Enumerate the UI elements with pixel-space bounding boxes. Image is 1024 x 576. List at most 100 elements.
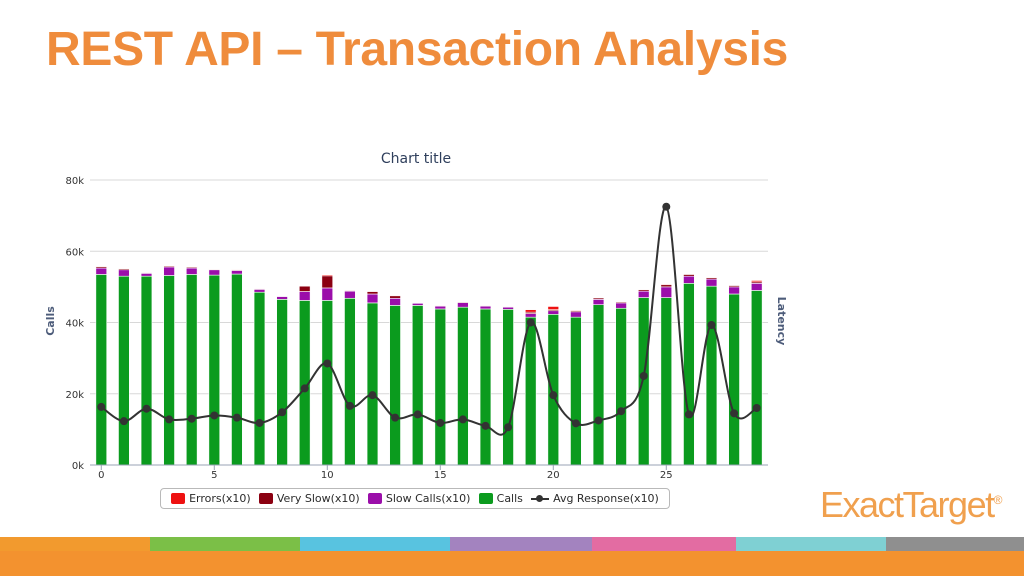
y-tick-label: 20k [65,390,84,401]
stripe-segment [150,537,300,551]
bar-segment [321,274,334,277]
avg-response-point [165,415,174,424]
bar-segment [434,305,447,310]
bar-segment [683,275,695,284]
avg-response-series [97,202,761,436]
bar-segment [298,291,311,301]
legend-avg-response-label: Avg Response(x10) [553,492,659,505]
stripe-segment [736,537,886,551]
bar-segment [479,308,492,466]
y-tick-label: 80k [65,176,84,187]
legend-avg-response[interactable]: Avg Response(x10) [531,492,659,505]
legend-slow-calls[interactable]: Slow Calls(x10) [367,492,471,505]
bar-segment [434,308,447,466]
bar-segment [660,286,673,298]
legend-slow-calls-swatch [367,493,382,504]
bar-segment [321,287,334,301]
legend-very-slow-label: Very Slow(x10) [276,492,360,505]
avg-response-point [526,318,535,327]
stripe-segment [0,537,150,551]
legend-very-slow-swatch [258,493,273,504]
avg-response-point [662,202,671,211]
avg-response-point [278,408,287,417]
y-tick-label: 40k [65,319,84,330]
avg-response-point [571,419,580,428]
chart-title: Chart title [381,151,451,167]
y-axis-ticks: 0k 20k 40k 60k 80k [65,176,84,472]
gridlines [90,179,768,395]
bar-segment [185,267,198,275]
bar-segment [140,275,153,466]
legend-errors-label: Errors(x10) [189,492,251,505]
bar-segment [570,311,582,318]
y-tick-label: 0k [72,461,84,472]
avg-response-point [707,320,716,329]
y-axis-title: Calls [44,306,57,336]
bar-segment [728,293,740,466]
x-tick-label: 5 [211,470,217,481]
bar-segment [502,309,514,466]
bar-segment [411,302,424,306]
bar-segment [660,284,673,288]
bar-segment [231,273,243,466]
legend-calls[interactable]: Calls [478,492,523,505]
x-tick-label: 0 [98,470,104,481]
avg-response-point [300,384,309,393]
stripe-segment [886,537,1024,551]
bar-segment [253,289,266,293]
bar-segment [366,293,379,304]
legend-errors-swatch [171,493,186,504]
bar-segment [592,304,605,466]
avg-response-point [639,371,648,380]
avg-response-point [368,391,377,400]
bar-segment [344,297,356,466]
bar-segment [163,275,175,466]
y2-axis-title: Latency [775,297,788,346]
bar-segment [321,275,334,289]
bar-segment [683,283,695,466]
y-tick-label: 60k [65,247,84,258]
bar-segment [321,300,334,466]
bar-segment [276,299,288,466]
bar-segment [208,269,221,276]
bar-segment [750,290,763,466]
bar-segment [615,307,627,466]
avg-response-point [255,418,264,427]
bar-segment [185,274,198,466]
bar-segment [524,316,537,466]
bar-segment [637,297,650,466]
bar-segment [705,278,718,287]
bar-segment [457,306,469,466]
bar-segment [660,297,673,466]
bottom-bar [0,551,1024,576]
slide-title: REST API – Transaction Analysis [46,23,789,76]
stripe-segment [300,537,450,551]
legend-very-slow[interactable]: Very Slow(x10) [258,492,360,505]
logo-text: ExactTarget [820,484,995,525]
chart-legend: Errors(x10) Very Slow(x10) Slow Calls(x1… [160,488,670,509]
avg-response-point [413,410,422,419]
bar-segment [231,270,243,275]
color-stripe [0,537,1024,551]
bar-segment [750,280,763,283]
avg-response-point [97,402,106,411]
bar-segment [95,274,108,466]
bar-segment [253,291,266,466]
avg-response-point [684,410,693,419]
bar-segment [502,306,514,310]
bar-segment [547,306,560,310]
avg-response-point [210,411,219,420]
bar-segment [547,314,560,466]
bar-segment [411,305,424,466]
x-tick-label: 25 [660,470,673,481]
avg-response-point [345,401,354,410]
avg-response-point [391,413,400,422]
bar-segment [479,305,492,310]
avg-response-point [458,415,467,424]
legend-errors[interactable]: Errors(x10) [171,492,251,505]
bar-segment [750,283,763,291]
legend-slow-calls-label: Slow Calls(x10) [385,492,471,505]
bar-segment [389,295,401,299]
bar-segment [208,274,221,466]
bar-segment [389,305,401,466]
